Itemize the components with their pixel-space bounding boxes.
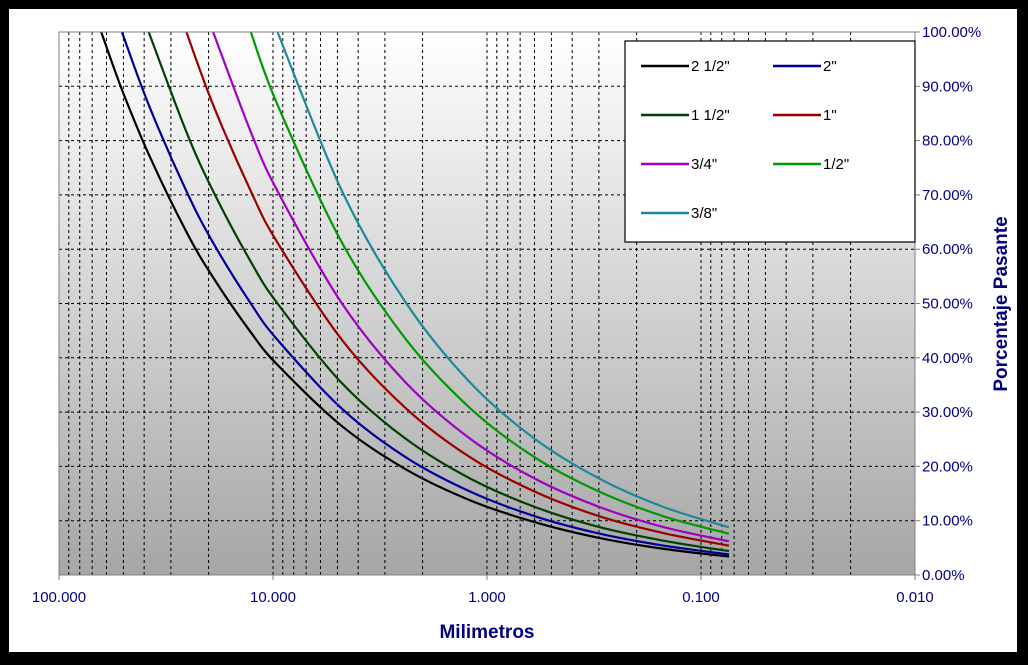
y-tick-label: 80.00% [922, 133, 973, 150]
y-tick-label: 10.00% [922, 513, 973, 530]
series-line-2 [147, 31, 730, 553]
x-tick-label: 100.000 [32, 589, 86, 606]
y-tick-label: 50.00% [922, 296, 973, 313]
series-line-4 [212, 31, 730, 543]
legend-label: 2" [823, 58, 837, 75]
series-line-3 [185, 31, 730, 547]
y-tick-label: 20.00% [922, 458, 973, 475]
legend-label: 1/2" [823, 156, 849, 173]
series-line-6 [276, 31, 730, 529]
series-line-5 [249, 31, 730, 535]
x-axis-title: Milimetros [439, 622, 534, 643]
legend-label: 3/8" [691, 205, 717, 222]
legend: 2 1/2" 2" 1 1/2" 1" 3/4" 1/2" 3/8" [624, 40, 916, 243]
y-axis-title: Porcentaje Pasante [991, 216, 1012, 391]
series-lines [100, 31, 730, 558]
y-tick-label: 90.00% [922, 78, 973, 95]
y-tick-label: 30.00% [922, 404, 973, 421]
legend-label: 2 1/2" [691, 58, 730, 75]
series-line-1 [120, 31, 730, 556]
y-tick-label: 60.00% [922, 241, 973, 258]
legend-label: 3/4" [691, 156, 717, 173]
axes: 0.00% 10.00% 20.00% 30.00% 40.00% 50.00% 60.00… [32, 24, 981, 606]
chart-area: 0.00% 10.00% 20.00% 30.00% 40.00% 50.00% 60.00… [9, 9, 1017, 652]
y-tick-label: 0.00% [922, 567, 965, 584]
series-line-0 [100, 31, 730, 558]
y-tick-label: 70.00% [922, 187, 973, 204]
x-tick-label: 0.100 [682, 589, 720, 606]
x-tick-label: 10.000 [250, 589, 296, 606]
gradation-chart: 0.00% 10.00% 20.00% 30.00% 40.00% 50.00% 60.00… [32, 24, 1012, 643]
y-tick-label: 40.00% [922, 350, 973, 367]
x-tick-label: 0.010 [896, 589, 934, 606]
legend-label: 1 1/2" [691, 107, 730, 124]
legend-box [624, 40, 916, 243]
legend-label: 1" [823, 107, 837, 124]
x-tick-label: 1.000 [468, 589, 506, 606]
y-tick-label: 100.00% [922, 24, 981, 41]
